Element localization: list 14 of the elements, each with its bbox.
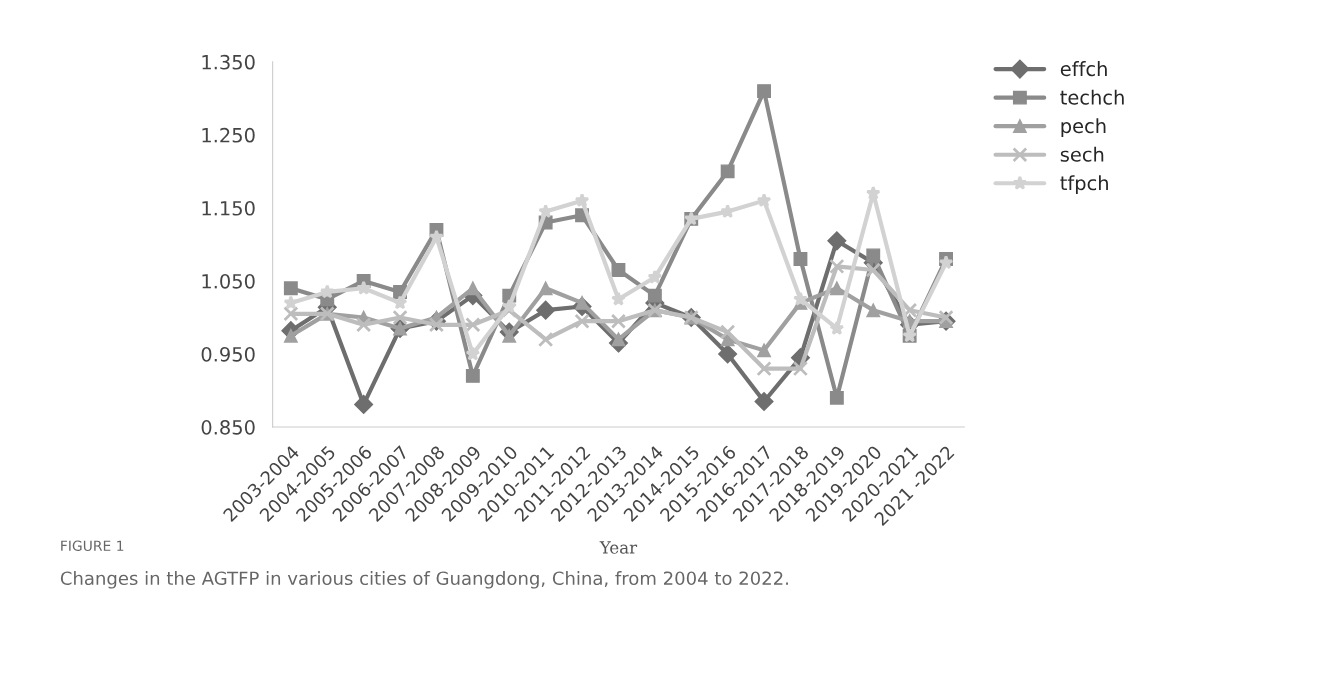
x-axis-title: Year — [599, 541, 638, 554]
y-tick-label: 1.050 — [202, 273, 255, 289]
legend-label: pech — [1061, 118, 1106, 138]
y-tick-label: 0.850 — [201, 420, 255, 435]
y-tick-label: 0.950 — [201, 346, 255, 362]
y-tick-label: 1.250 — [202, 127, 255, 143]
legend-label: effch — [1060, 61, 1107, 77]
caption: FIGURE 1 — [61, 540, 124, 551]
y-tick-label: 1.350 — [202, 54, 255, 70]
legend-label: techch — [1060, 89, 1124, 105]
legend-label: sech — [1060, 146, 1104, 162]
legend-label: tfpch — [1060, 175, 1108, 195]
text: Changes in the AGTFP in various cities of Guangdong, China, from 2004 to 2022. — [60, 571, 788, 589]
y-tick-label: 1.150 — [202, 200, 255, 216]
